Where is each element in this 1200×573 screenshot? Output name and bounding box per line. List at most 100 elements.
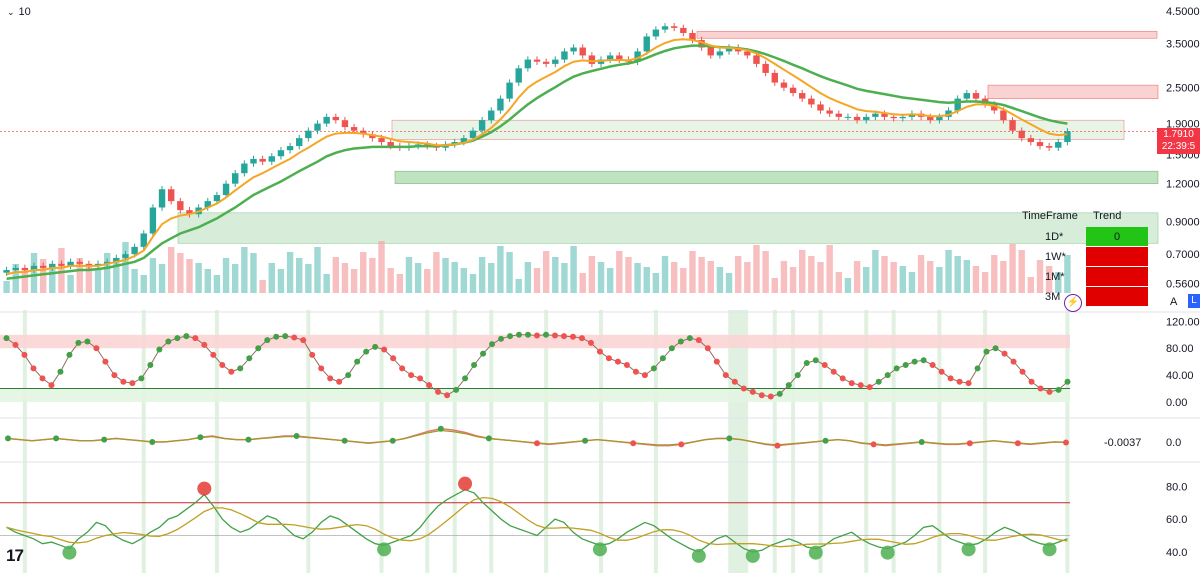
volume-bar (817, 262, 824, 293)
volume-bar (122, 242, 129, 293)
oscillator-1-dot (794, 372, 801, 379)
volume-bar (49, 265, 56, 293)
price-axis-label: 0.5600 (1166, 278, 1200, 290)
oscillator-1-dot (246, 355, 253, 362)
oscillator-1-dot (839, 375, 846, 382)
candle-body (30, 265, 38, 271)
price-pane (0, 23, 1200, 463)
volume-bar (945, 250, 952, 293)
volume-bar (451, 262, 458, 293)
volume-bar (488, 263, 495, 293)
divergence-trough-marker (592, 542, 607, 557)
candle-body (469, 130, 477, 139)
candle-body (524, 59, 532, 69)
candle-body (945, 110, 952, 117)
lightning-icon[interactable]: ⚡ (1064, 294, 1082, 312)
oscillator-1-dot (713, 358, 720, 365)
candle-body (817, 104, 824, 111)
oscillator-1-dot (875, 378, 882, 385)
oscillator-1-dot (66, 351, 73, 358)
oscillator-1-dot (578, 335, 585, 342)
candle-body (1009, 120, 1016, 131)
oscillator-1-dot (507, 333, 514, 340)
oscillator-2-dot (1014, 440, 1021, 447)
oscillator-1-dot (1010, 358, 1017, 365)
tradingview-logo: 17 (6, 546, 24, 565)
candle-body (314, 123, 321, 131)
candle-body (689, 32, 696, 41)
candle-body (378, 138, 385, 143)
oscillator-1-dot (965, 380, 972, 387)
volume-bar (652, 273, 660, 293)
price-axis-label: 1.9000 (1166, 119, 1200, 131)
volume-bar (579, 273, 586, 293)
price-axis-label: 2.5000 (1166, 83, 1200, 95)
divergence-trough-marker (961, 542, 976, 557)
oscillator-1-dot (390, 355, 397, 362)
divergence-trough-marker (880, 545, 895, 560)
volume-bar (1000, 261, 1007, 293)
oscillator-1-dot (327, 375, 334, 382)
oscillator-1-dot (938, 368, 945, 375)
candle-body (561, 51, 568, 60)
auto-scale-button[interactable]: A (1170, 296, 1178, 308)
osc3-axis-label: 60.0 (1166, 514, 1187, 526)
trend-table-timeframe: 1M* (1045, 271, 1065, 283)
oscillator-1-dot (902, 362, 909, 368)
trend-table-value: 0 (1114, 231, 1120, 243)
oscillator-1-dot (983, 348, 990, 355)
volume-bar (67, 275, 74, 293)
volume-bar (863, 267, 870, 293)
log-scale-button[interactable]: L (1188, 294, 1200, 308)
volume-bar (222, 258, 230, 293)
candle-body (1064, 131, 1071, 143)
oscillator-2-dot (966, 440, 973, 447)
oscillator-1-dot (947, 375, 954, 382)
oscillator-1-dot (39, 375, 46, 382)
volume-bar (799, 250, 806, 293)
oscillator-1-dot (1046, 388, 1053, 395)
candle-body (222, 183, 230, 196)
oscillator-2-dot (582, 437, 589, 444)
osc2-value-label: -0.0037 (1104, 437, 1141, 449)
volume-bar (277, 269, 285, 293)
volume-bar (744, 262, 751, 293)
candle-body (552, 59, 559, 64)
oscillator-1-dot (722, 372, 729, 379)
osc2-axis-label: 0.0 (1166, 437, 1181, 449)
trend-table-cell (1086, 247, 1148, 266)
oscillator-1-dot (587, 339, 594, 346)
candle-body (835, 113, 842, 117)
oscillator-1-dot (560, 333, 567, 340)
oscillator-1-dot (318, 365, 325, 372)
trend-table-timeframe: 3M (1045, 291, 1060, 303)
oscillator-1-dot (893, 365, 900, 372)
volume-bar (1045, 266, 1053, 293)
osc1-axis-label: 40.00 (1166, 370, 1194, 382)
oscillator-1-dot (255, 345, 262, 352)
oscillator-1-dot (516, 331, 523, 338)
interval-selector[interactable]: ⌄ 10 (2, 3, 36, 21)
candle-body (277, 150, 285, 157)
oscillator-1-dot (93, 345, 100, 352)
resistance-zone (696, 30, 1158, 39)
trend-table-header-timeframe: TimeFrame (1022, 210, 1078, 222)
oscillator-1-dot (534, 332, 540, 339)
volume-bar (616, 251, 623, 293)
oscillator-1-dot (767, 393, 774, 400)
oscillator-1-dot (417, 375, 424, 382)
candle-body (158, 189, 166, 208)
volume-bar (442, 258, 449, 293)
volume-bar (332, 257, 340, 293)
oscillator-1-dot (282, 333, 289, 340)
oscillator-1-dot (731, 378, 738, 385)
candle-body (296, 138, 303, 147)
volume-bar (552, 257, 559, 293)
oscillator-2-dot (341, 437, 348, 444)
candle-body (936, 116, 943, 121)
candle-body (369, 134, 376, 139)
signal-zone (728, 310, 749, 573)
volume-bar (85, 264, 93, 293)
osc3-axis-label: 80.0 (1166, 481, 1187, 493)
